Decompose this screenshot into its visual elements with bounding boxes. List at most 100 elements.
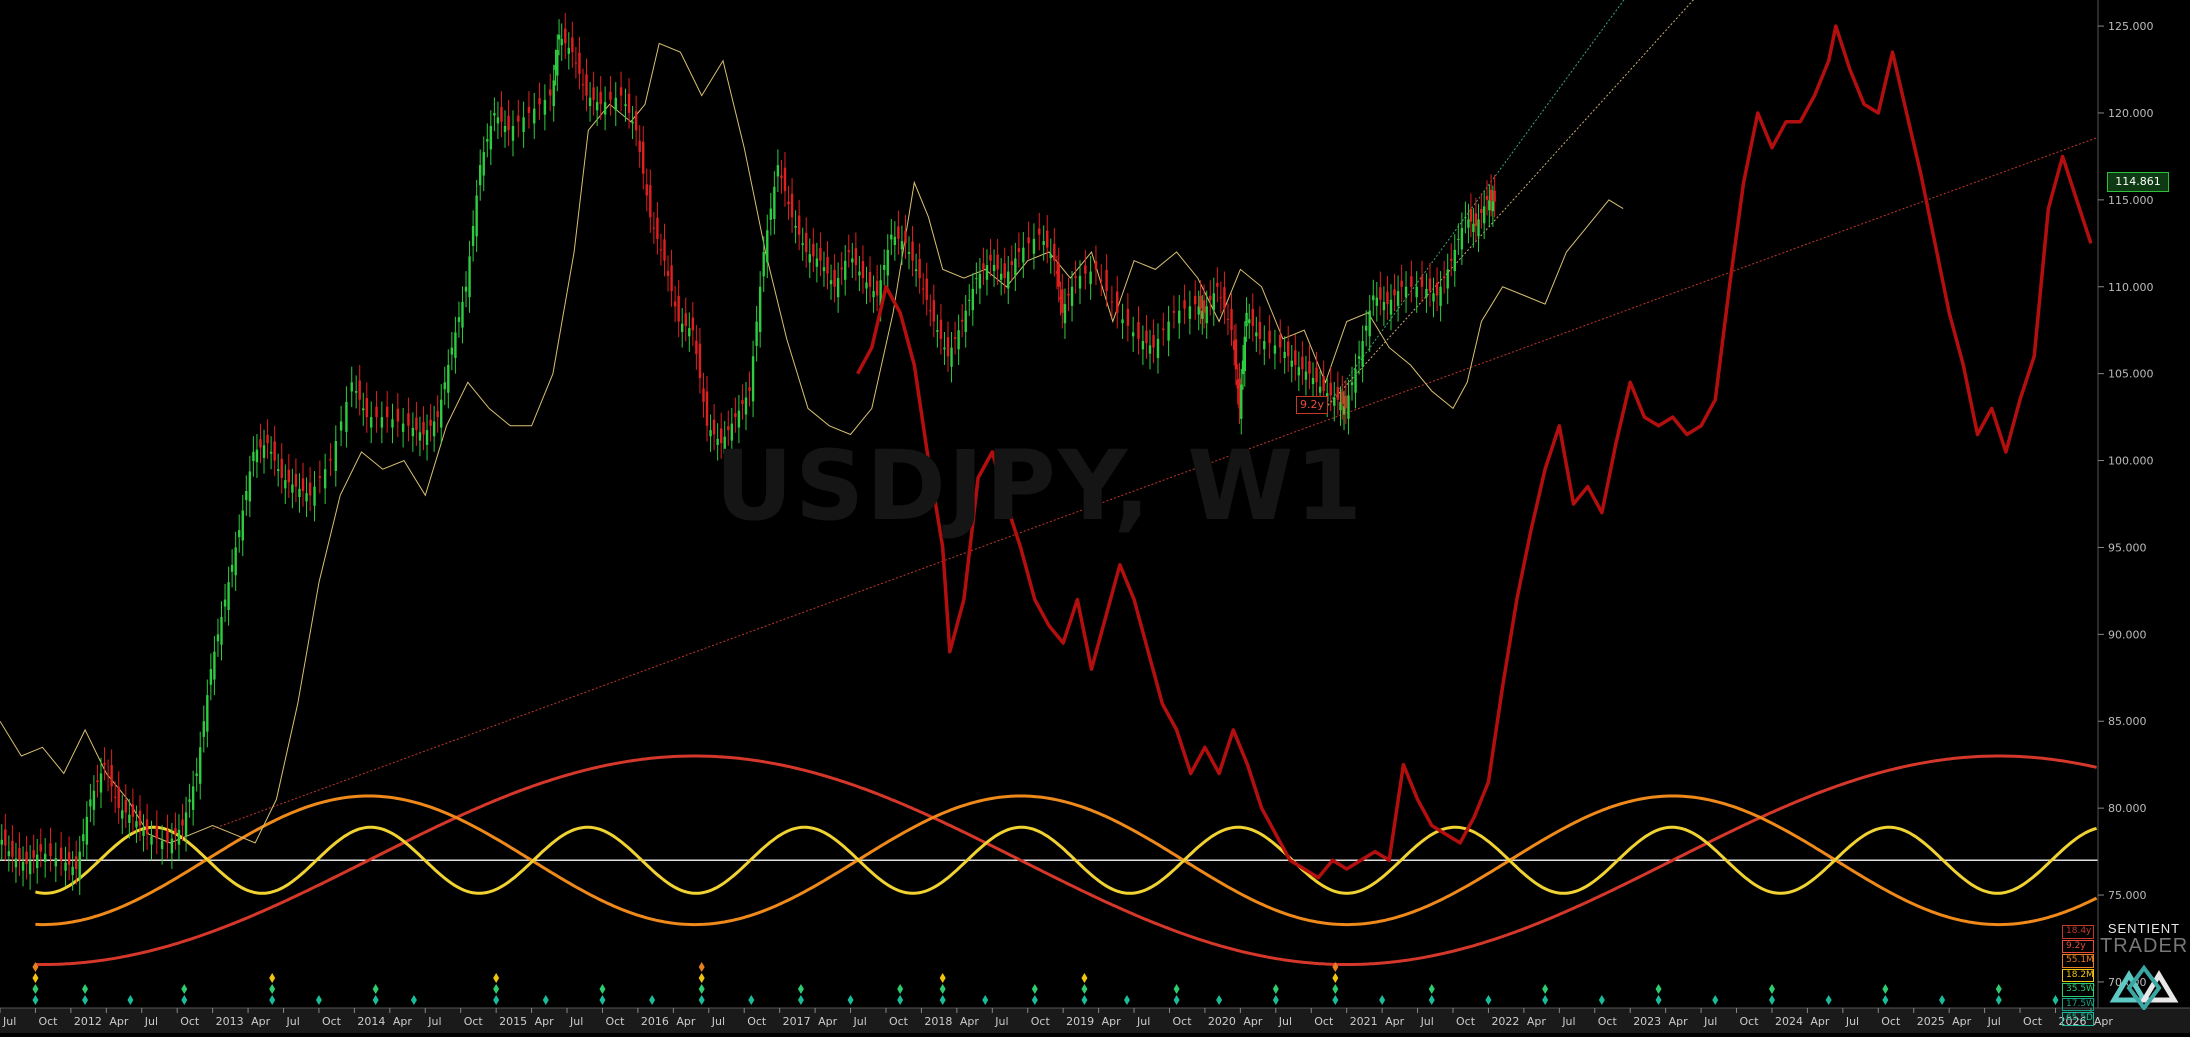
x-tick-label: Apr: [251, 1015, 271, 1028]
price-candle: [1241, 360, 1245, 375]
x-tick-label: Apr: [818, 1015, 838, 1028]
price-candle: [964, 310, 967, 332]
price-candle: [844, 260, 847, 280]
price-candle: [1145, 330, 1148, 344]
legend-entry: 55.1M: [2062, 954, 2094, 968]
price-candle: [1022, 247, 1025, 263]
cycle-diamond: [1598, 995, 1605, 1005]
price-candle: [1094, 261, 1098, 270]
price-candle: [1435, 282, 1439, 296]
y-tick-label: 100.000: [2108, 455, 2154, 468]
price-candle: [21, 862, 25, 871]
cycle-diamond: [1123, 995, 1130, 1005]
price-candle: [1333, 397, 1336, 406]
price-candle: [1354, 369, 1357, 393]
price-candle: [1053, 243, 1056, 261]
price-candle: [819, 248, 822, 261]
price-candle: [649, 185, 652, 218]
price-candle: [188, 799, 191, 803]
price-candle: [1057, 263, 1060, 287]
price-candle: [581, 84, 585, 86]
price-candle: [1379, 287, 1382, 300]
price-candle: [1467, 219, 1470, 228]
price-candle: [500, 106, 503, 122]
price-candle: [1432, 293, 1435, 302]
price-candle: [1279, 334, 1282, 348]
price-candle: [1232, 340, 1236, 350]
price-candle: [411, 427, 415, 437]
cycle-diamond: [372, 995, 379, 1005]
price-candle: [1350, 382, 1354, 385]
cycle-diamond: [32, 973, 39, 983]
price-candle: [670, 265, 673, 292]
price-candle: [103, 762, 106, 765]
price-candle: [758, 286, 762, 332]
price-candle: [1386, 291, 1389, 305]
price-candle: [762, 252, 765, 277]
cycle-diamond: [493, 973, 500, 983]
price-candle: [166, 830, 169, 843]
price-candle: [308, 482, 312, 496]
price-candle: [1137, 321, 1140, 339]
price-candle: [1205, 306, 1208, 324]
x-tick-label: Apr: [393, 1015, 413, 1028]
price-candle: [375, 406, 378, 418]
price-candle: [822, 267, 826, 272]
x-tick-label: Apr: [1810, 1015, 1830, 1028]
y-tick-label: 105.000: [2108, 368, 2154, 381]
x-tick-label: Apr: [676, 1015, 696, 1028]
x-tick-label: 2024: [1775, 1015, 1803, 1028]
price-candle: [1003, 263, 1006, 279]
price-candle: [712, 419, 716, 435]
price-candle: [291, 484, 294, 493]
price-candle: [475, 195, 478, 237]
cycle-diamond: [1379, 995, 1386, 1005]
x-tick-label: 2018: [924, 1015, 952, 1028]
x-tick-label: Apr: [1385, 1015, 1405, 1028]
price-candle: [1283, 351, 1286, 359]
x-axis-panel: [0, 1008, 2190, 1033]
cycle-wave: [35, 754, 2097, 966]
brand-text-sentient: SENTIENT: [2107, 921, 2181, 936]
price-candle: [904, 230, 907, 244]
cycle-diamond: [1216, 995, 1223, 1005]
price-candle: [1301, 356, 1304, 370]
x-tick-label: Apr: [1952, 1015, 1972, 1028]
x-tick-label: Apr: [1527, 1015, 1547, 1028]
x-tick-label: Jul: [853, 1015, 867, 1028]
price-candle: [440, 399, 443, 428]
price-candle: [230, 564, 234, 572]
price-candle: [812, 243, 815, 257]
price-candle: [11, 840, 14, 857]
cycle-diamond: [939, 995, 946, 1005]
cycle-diamond: [32, 962, 39, 972]
legend-entry: 18.2M: [2062, 968, 2094, 982]
cycle-diamond: [847, 995, 854, 1005]
legend-entry: 65.5D: [2062, 1012, 2094, 1026]
price-candle: [614, 97, 617, 111]
y-tick-label: 90.000: [2108, 628, 2147, 641]
x-tick-label: Oct: [747, 1015, 767, 1028]
y-tick-label: 85.000: [2108, 715, 2147, 728]
price-candle: [688, 328, 691, 337]
cycle-wave-layer: [0, 754, 2098, 966]
price-candle: [496, 117, 500, 124]
price-candle: [54, 858, 58, 867]
price-candle: [769, 208, 773, 220]
price-candle: [4, 829, 7, 846]
price-candle: [554, 65, 557, 70]
x-tick-label: Jul: [1420, 1015, 1434, 1028]
price-candle: [1243, 336, 1247, 372]
price-candle: [638, 140, 641, 153]
price-candle: [815, 258, 819, 267]
price-candle: [783, 167, 787, 192]
price-candle: [681, 323, 684, 332]
x-tick-label: Jul: [1136, 1015, 1150, 1028]
price-candle: [1172, 311, 1176, 313]
price-candle: [1273, 345, 1277, 354]
price-candle: [1294, 350, 1297, 365]
price-candle: [840, 267, 843, 270]
price-candle: [280, 458, 283, 478]
x-tick-label: 2023: [1633, 1015, 1661, 1028]
price-candle: [396, 408, 400, 422]
